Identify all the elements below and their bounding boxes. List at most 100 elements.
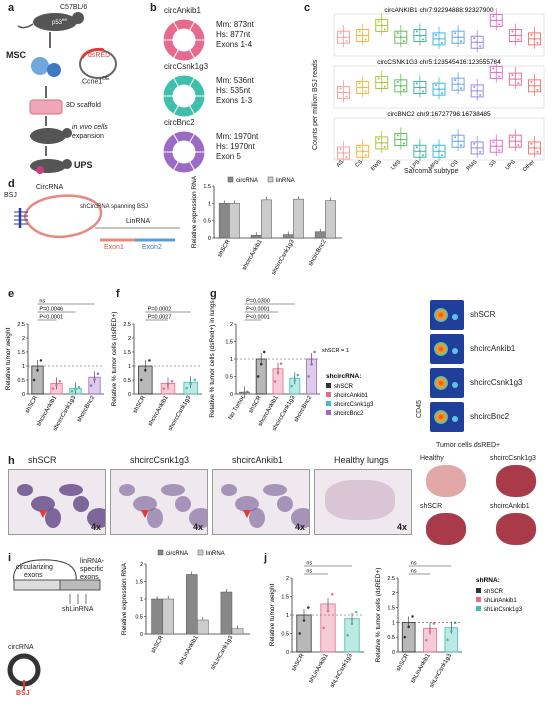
y-tick-label: 2.5 [123, 322, 131, 328]
x-tick-label: shcircBnc2 [76, 394, 96, 423]
boxplot-point [533, 37, 536, 40]
boxplot-point [342, 91, 345, 94]
data-point [403, 636, 407, 639]
ring-segment [189, 77, 195, 87]
bar [261, 199, 272, 239]
legend-label: linRNA [276, 178, 295, 184]
significance-label: ns [306, 561, 312, 567]
boxplot-point [342, 36, 345, 39]
boxplot-point [511, 30, 514, 33]
tumor-nodule [87, 508, 105, 528]
data-point [446, 638, 449, 642]
exon1-label: Exon1 [104, 244, 124, 251]
boxplot-point [415, 146, 418, 149]
boxplot-title: circBNC2 chr9:16727796:16738485 [387, 111, 491, 118]
circ-exons-label: Exon 5 [216, 152, 241, 161]
boxplot-point [517, 82, 520, 85]
magnification-label: 4x [396, 522, 407, 532]
flow-density-2 [452, 382, 458, 388]
ring-segment [173, 49, 179, 59]
significance-label: P=0.0046 [39, 307, 63, 313]
y-tick-label: 2 [286, 576, 289, 582]
data-point [96, 372, 100, 376]
boxplot-point [418, 34, 421, 37]
data-point [450, 630, 453, 633]
boxplot-point [498, 23, 501, 26]
specific-label-3: exons [80, 574, 99, 581]
boxplot-point [339, 147, 342, 150]
panel-label-f: f [116, 288, 120, 300]
red-arrow-icon [141, 510, 149, 518]
histology-image: 4x [8, 469, 106, 535]
flow-label: shcircAnkib1 [470, 344, 516, 353]
y-tick-label: 2.5 [387, 576, 395, 582]
boxplot-point [514, 78, 517, 81]
data-point [189, 382, 192, 386]
data-point [310, 363, 313, 366]
data-point [279, 362, 283, 365]
y-tick-label: 0.5 [135, 615, 143, 621]
boxplot-point [435, 33, 437, 36]
y-tick-label: 0 [230, 392, 233, 398]
significance-label: P=0.0002 [148, 307, 172, 313]
lung-label: shSCR [420, 503, 443, 510]
circ-mm-label: Mm: 873nt [216, 20, 254, 29]
y-tick-label: 0.5 [225, 375, 233, 381]
data-point [144, 369, 147, 372]
histology-image: 4x [314, 469, 412, 535]
legend-swatch [476, 597, 481, 602]
boxplot-point [377, 77, 380, 80]
boxplot-point [517, 144, 520, 147]
p53-label: p53fl/fl [52, 17, 68, 26]
boxplot-point [457, 36, 460, 39]
y-tick-label: 1 [392, 620, 395, 626]
data-point [148, 359, 151, 362]
legend-swatch [227, 176, 234, 183]
flow-density [434, 342, 448, 356]
data-point [296, 373, 300, 377]
boxplot-box [356, 29, 370, 43]
legend-swatch [326, 410, 331, 415]
y-tick-label: 2 [22, 336, 25, 342]
bsj-label-d: BSJ [4, 192, 17, 199]
boxplot-point [441, 41, 443, 44]
y-tick-label: 0.5 [17, 378, 25, 384]
magnification-label: 4x [294, 522, 305, 532]
x-tick-label: shSCR [248, 394, 263, 414]
ring-segment [173, 77, 179, 87]
boxplot-point [441, 154, 443, 157]
y-tick-label: 1.5 [203, 184, 211, 190]
boxplot-point [441, 92, 443, 95]
boxplot-point [530, 142, 533, 145]
y-tick-label: 1 [286, 613, 289, 619]
boxplot-point [377, 20, 380, 23]
x-tick-label: shLinCsnk1g3 [429, 652, 454, 689]
boxplot-point [457, 140, 460, 143]
x-tick-label: shSCR [291, 652, 306, 672]
boxplot-point [435, 146, 437, 149]
boxplot-point [495, 19, 498, 22]
legend-label: linRNA [206, 551, 225, 557]
tumor-nodule [45, 508, 61, 528]
lung-image [426, 465, 466, 497]
data-point [322, 626, 325, 630]
data-point [313, 350, 316, 354]
boxplot-point [421, 38, 424, 41]
boxplot-box [356, 81, 370, 95]
boxplot-point [361, 150, 364, 153]
lung-image [496, 465, 536, 497]
boxplot-category: LMS [390, 159, 402, 171]
boxplot-category: AS [336, 159, 346, 169]
boxplot-point [457, 83, 460, 86]
boxplot-point [380, 81, 383, 84]
lung-label: shcircAnkib1 [490, 503, 530, 510]
y-tick-label: 1.5 [225, 340, 233, 346]
bar [325, 200, 336, 239]
boxplot-point [421, 90, 424, 93]
flow-density-2 [452, 416, 458, 422]
y-tick-label: 1 [128, 364, 131, 370]
x-tick-label: shSCR [25, 394, 40, 414]
panel-d-schematic: CircRNA BSJ shCircRNA spanning BSJ LinRN… [0, 178, 185, 278]
boxplot-point [454, 79, 457, 82]
boxplot-category: OS [450, 159, 460, 169]
